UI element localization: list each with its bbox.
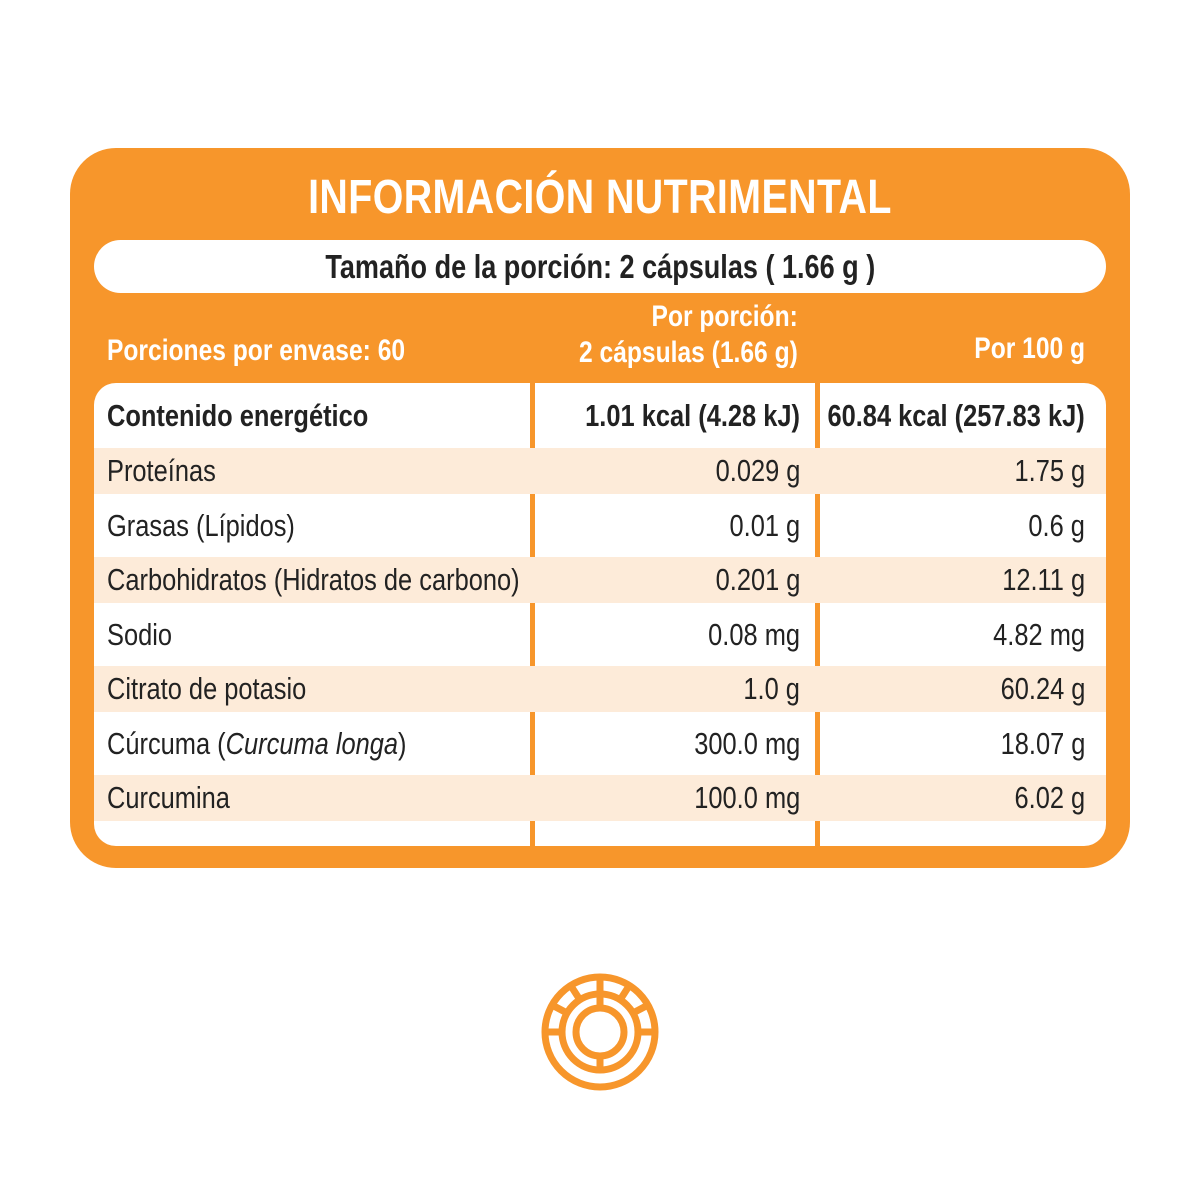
per-serving-header: Por porción: 2 cápsulas (1.66 g) [531,300,798,370]
nutrient-name: Contenido energético [107,398,369,433]
per-100g-value: 0.6 g [1028,507,1085,543]
nutrient-name: Carbohidratos (Hidratos de carbono) [107,562,520,597]
per-100g-value: 12.11 g [1002,562,1085,597]
per-100g-value: 4.82 mg [993,616,1085,652]
scientific-name: Curcuma longa [225,725,399,761]
nutrient-name: Proteínas [107,453,216,488]
nutrient-name: Sodio [107,616,173,652]
per-100g-value: 6.02 g [1014,780,1085,815]
per-serving-value: 0.08 mg [708,616,800,652]
per-serving-value: 0.01 g [729,507,800,543]
table-row: Grasas (Lípidos) 0.01 g 0.6 g [94,503,1106,549]
table-row: Carbohidratos (Hidratos de carbono) 0.201… [94,557,1106,603]
per-100g-value: 60.24 g [1000,671,1085,706]
column-divider [815,383,820,846]
title: INFORMACIÓN NUTRIMENTAL [0,170,1200,225]
circular-segmented-ring-icon [541,973,659,1091]
table-row: Cúrcuma (Curcuma longa) 300.0 mg 18.07 g [94,721,1106,767]
nutrient-name: Curcumina [107,780,230,815]
per-serving-value: 0.029 g [715,453,800,488]
table-row: Sodio 0.08 mg 4.82 mg [94,612,1106,658]
serving-size-bar: Tamaño de la porción: 2 cápsulas ( 1.66 … [94,240,1106,293]
per-serving-value: 1.01 kcal (4.28 kJ) [585,398,800,433]
table-row: Citrato de potasio 1.0 g 60.24 g [94,666,1106,712]
per-100g-text: Por 100 g [974,332,1085,365]
column-divider [530,383,535,846]
servings-text: Porciones por envase: 60 [107,334,406,367]
per-serving-line1: Por porción: [651,300,798,333]
nutrient-name: Grasas (Lípidos) [107,507,295,543]
per-serving-value: 100.0 mg [694,780,800,815]
per-serving-value: 1.0 g [743,671,800,706]
per-serving-value: 0.201 g [715,562,800,597]
nutrient-name: Cúrcuma (Curcuma longa) [107,725,407,761]
per-serving-value: 300.0 mg [694,725,800,761]
serving-size: Tamaño de la porción: 2 cápsulas ( 1.66 … [325,248,875,285]
table-row: Curcumina 100.0 mg 6.02 g [94,775,1106,821]
per-100g-value: 60.84 kcal (257.83 kJ) [827,398,1085,433]
table-row: Proteínas 0.029 g 1.75 g [94,448,1106,494]
nutrition-table: Contenido energético 1.01 kcal (4.28 kJ) 6… [94,383,1106,846]
per-100g-header: Por 100 g [950,332,1085,366]
per-100g-value: 1.75 g [1014,453,1085,488]
table-row: Contenido energético 1.01 kcal (4.28 kJ) 6… [94,393,1106,439]
per-100g-value: 18.07 g [1000,725,1085,761]
title-text: INFORMACIÓN NUTRIMENTAL [308,171,892,224]
servings-per-container: Porciones por envase: 60 [107,334,471,368]
per-serving-line2: 2 cápsulas (1.66 g) [579,336,798,369]
nutrient-name: Citrato de potasio [107,671,307,706]
